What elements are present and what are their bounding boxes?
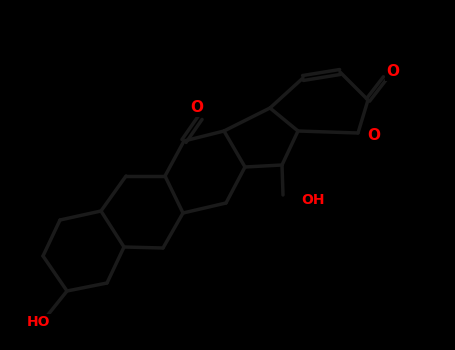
Text: O: O — [191, 100, 203, 116]
Text: O: O — [368, 128, 380, 143]
Text: O: O — [386, 64, 399, 79]
Text: HO: HO — [27, 315, 51, 329]
Text: OH: OH — [301, 193, 324, 207]
